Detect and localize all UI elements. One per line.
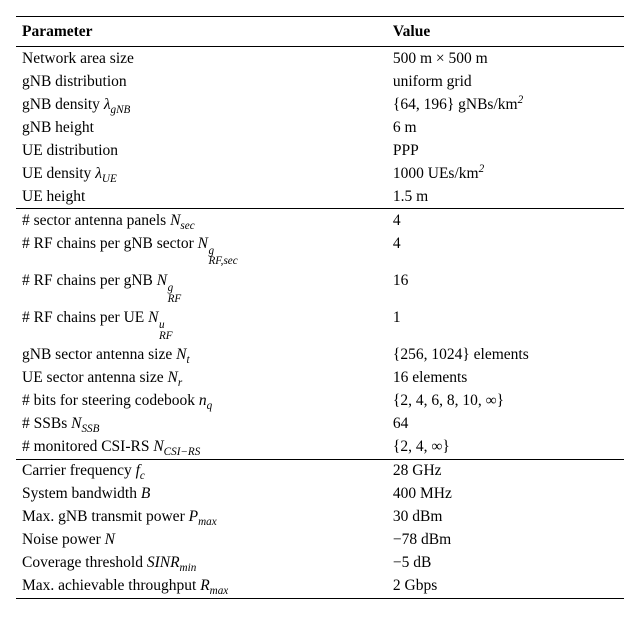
param-cell: System bandwidth B — [16, 483, 387, 506]
table-row: Network area size500 m × 500 m — [16, 47, 624, 71]
value-cell: 16 — [387, 269, 624, 306]
value-cell: 1000 UEs/km2 — [387, 162, 624, 185]
param-cell: UE height — [16, 185, 387, 209]
param-cell: # SSBs NSSB — [16, 413, 387, 436]
value-cell: 400 MHz — [387, 483, 624, 506]
param-cell: Max. gNB transmit power Pmax — [16, 506, 387, 529]
param-cell: Coverage threshold SINRmin — [16, 552, 387, 575]
table-row: # SSBs NSSB64 — [16, 413, 624, 436]
table-row: # RF chains per UE NuRF1 — [16, 307, 624, 344]
table-row: System bandwidth B400 MHz — [16, 483, 624, 506]
table-row: Max. gNB transmit power Pmax30 dBm — [16, 506, 624, 529]
value-cell: uniform grid — [387, 70, 624, 93]
value-cell: 1.5 m — [387, 185, 624, 209]
value-cell: −78 dBm — [387, 529, 624, 552]
value-cell: PPP — [387, 139, 624, 162]
value-cell: 6 m — [387, 116, 624, 139]
param-cell: gNB sector antenna size Nt — [16, 344, 387, 367]
value-cell: 16 elements — [387, 367, 624, 390]
table-row: UE distributionPPP — [16, 139, 624, 162]
value-cell: {2, 4, 6, 8, 10, ∞} — [387, 390, 624, 413]
table-body: Network area size500 m × 500 mgNB distri… — [16, 47, 624, 599]
table-row: Max. achievable throughput Rmax2 Gbps — [16, 575, 624, 599]
table-row: UE density λUE1000 UEs/km2 — [16, 162, 624, 185]
param-cell: Noise power N — [16, 529, 387, 552]
table-row: Coverage threshold SINRmin−5 dB — [16, 552, 624, 575]
param-cell: # monitored CSI-RS NCSI−RS — [16, 436, 387, 460]
value-cell: 28 GHz — [387, 459, 624, 483]
header-value: Value — [387, 17, 624, 47]
parameters-table: Parameter Value Network area size500 m ×… — [16, 16, 624, 599]
value-cell: 30 dBm — [387, 506, 624, 529]
table-row: # bits for steering codebook nq{2, 4, 6,… — [16, 390, 624, 413]
param-cell: Carrier frequency fc — [16, 459, 387, 483]
value-cell: 1 — [387, 307, 624, 344]
param-cell: Max. achievable throughput Rmax — [16, 575, 387, 599]
param-cell: Network area size — [16, 47, 387, 71]
table-row: Noise power N−78 dBm — [16, 529, 624, 552]
table-row: gNB density λgNB{64, 196} gNBs/km2 — [16, 93, 624, 116]
table-row: gNB sector antenna size Nt{256, 1024} el… — [16, 344, 624, 367]
param-cell: # bits for steering codebook nq — [16, 390, 387, 413]
table-row: gNB height6 m — [16, 116, 624, 139]
value-cell: 4 — [387, 209, 624, 233]
value-cell: 500 m × 500 m — [387, 47, 624, 71]
value-cell: 2 Gbps — [387, 575, 624, 599]
value-cell: {64, 196} gNBs/km2 — [387, 93, 624, 116]
table-row: UE sector antenna size Nr16 elements — [16, 367, 624, 390]
value-cell: 64 — [387, 413, 624, 436]
param-cell: gNB height — [16, 116, 387, 139]
table-row: UE height1.5 m — [16, 185, 624, 209]
param-cell: gNB distribution — [16, 70, 387, 93]
table-row: gNB distributionuniform grid — [16, 70, 624, 93]
param-cell: # RF chains per gNB sector NgRF,sec — [16, 232, 387, 269]
table-row: # RF chains per gNB NgRF16 — [16, 269, 624, 306]
header-parameter: Parameter — [16, 17, 387, 47]
table-row: # sector antenna panels Nsec4 — [16, 209, 624, 233]
value-cell: 4 — [387, 232, 624, 269]
param-cell: gNB density λgNB — [16, 93, 387, 116]
table-row: # RF chains per gNB sector NgRF,sec4 — [16, 232, 624, 269]
table-row: # monitored CSI-RS NCSI−RS{2, 4, ∞} — [16, 436, 624, 460]
table-row: Carrier frequency fc28 GHz — [16, 459, 624, 483]
param-cell: # RF chains per UE NuRF — [16, 307, 387, 344]
param-cell: UE distribution — [16, 139, 387, 162]
param-cell: UE sector antenna size Nr — [16, 367, 387, 390]
value-cell: {2, 4, ∞} — [387, 436, 624, 460]
param-cell: # RF chains per gNB NgRF — [16, 269, 387, 306]
value-cell: {256, 1024} elements — [387, 344, 624, 367]
value-cell: −5 dB — [387, 552, 624, 575]
param-cell: # sector antenna panels Nsec — [16, 209, 387, 233]
param-cell: UE density λUE — [16, 162, 387, 185]
header-row: Parameter Value — [16, 17, 624, 47]
